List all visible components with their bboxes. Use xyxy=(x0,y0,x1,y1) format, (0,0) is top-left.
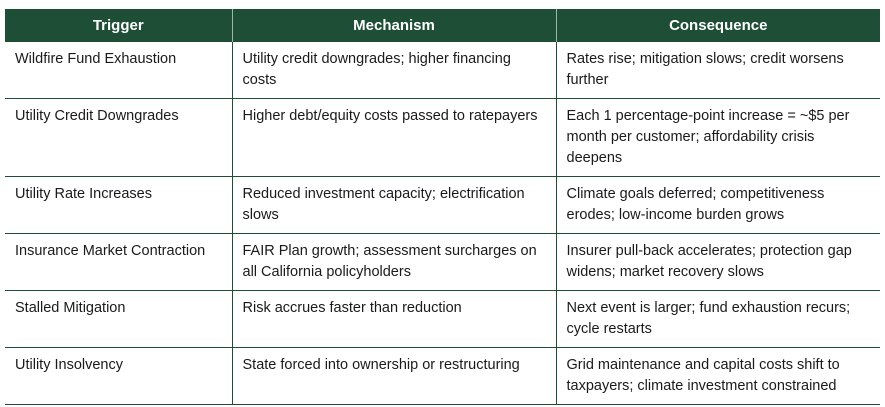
cascade-table-container: Trigger Mechanism Consequence Wildfire F… xyxy=(5,9,880,405)
table-row: Insurance Market Contraction FAIR Plan g… xyxy=(5,233,880,291)
header-consequence: Consequence xyxy=(555,9,880,42)
cell-trigger: Utility Rate Increases xyxy=(5,176,232,234)
cell-trigger: Utility Insolvency xyxy=(5,347,232,405)
table-row: Utility Insolvency State forced into own… xyxy=(5,347,880,405)
table-header-row: Trigger Mechanism Consequence xyxy=(5,9,880,42)
cell-consequence: Rates rise; mitigation slows; credit wor… xyxy=(555,41,880,99)
cell-mechanism: Reduced investment capacity; electrifica… xyxy=(231,176,556,234)
cell-mechanism: State forced into ownership or restructu… xyxy=(231,347,556,405)
table-row: Wildfire Fund Exhaustion Utility credit … xyxy=(5,41,880,99)
cell-mechanism: FAIR Plan growth; assessment surcharges … xyxy=(231,233,556,291)
cell-trigger: Insurance Market Contraction xyxy=(5,233,232,291)
table-row: Utility Rate Increases Reduced investmen… xyxy=(5,176,880,234)
cascade-table: Trigger Mechanism Consequence Wildfire F… xyxy=(5,9,880,405)
cell-mechanism: Higher debt/equity costs passed to ratep… xyxy=(231,98,556,177)
cell-consequence: Next event is larger; fund exhaustion re… xyxy=(555,290,880,348)
header-trigger: Trigger xyxy=(5,9,232,42)
header-mechanism: Mechanism xyxy=(231,9,556,42)
table-row: Stalled Mitigation Risk accrues faster t… xyxy=(5,290,880,348)
cell-mechanism: Risk accrues faster than reduction xyxy=(231,290,556,348)
cell-consequence: Insurer pull-back accelerates; protectio… xyxy=(555,233,880,291)
cell-consequence: Grid maintenance and capital costs shift… xyxy=(555,347,880,405)
cell-consequence: Each 1 percentage-point increase = ~$5 p… xyxy=(555,98,880,177)
cell-consequence: Climate goals deferred; competitiveness … xyxy=(555,176,880,234)
cell-trigger: Stalled Mitigation xyxy=(5,290,232,348)
cell-trigger: Wildfire Fund Exhaustion xyxy=(5,41,232,99)
table-row: Utility Credit Downgrades Higher debt/eq… xyxy=(5,98,880,177)
cell-mechanism: Utility credit downgrades; higher financ… xyxy=(231,41,556,99)
cell-trigger: Utility Credit Downgrades xyxy=(5,98,232,177)
